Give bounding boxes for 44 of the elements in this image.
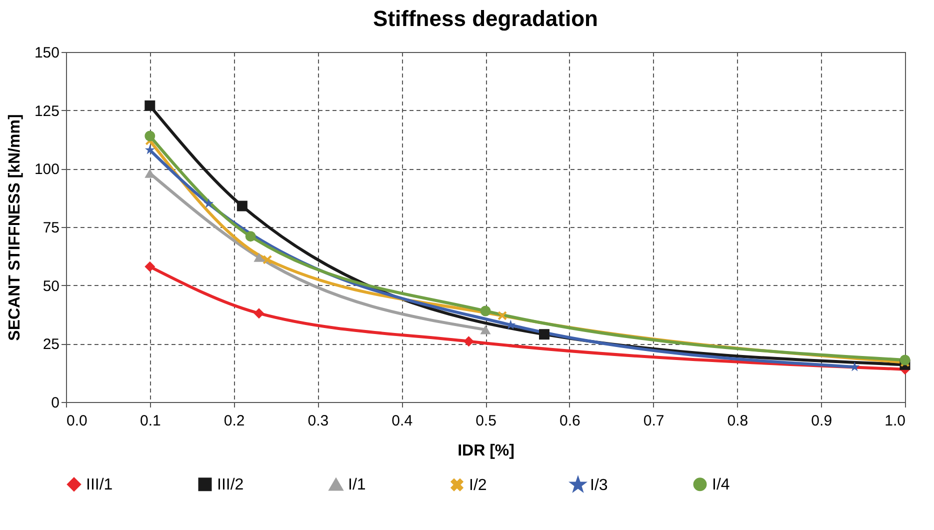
legend-label: I/2 [469, 476, 487, 494]
x-tick-label: 0.3 [308, 412, 329, 430]
y-tick-label: 100 [34, 161, 60, 178]
legend-label: III/1 [86, 476, 113, 494]
point [850, 362, 860, 372]
point [144, 144, 155, 154]
y-tick-label: 75 [42, 220, 60, 236]
x-axis-title: IDR [%] [458, 442, 514, 460]
point [262, 255, 272, 264]
x-tick-label: 0.5 [476, 412, 496, 430]
legend-label: I/1 [348, 476, 366, 494]
point [498, 311, 507, 320]
x-tick-label: 0.0 [66, 412, 88, 430]
point [236, 200, 248, 212]
legend-label: I/3 [590, 476, 608, 494]
y-axis-title: SECANT STIFFNESS [kN/mm] [6, 114, 24, 341]
point [144, 261, 156, 272]
point [254, 308, 264, 319]
point [144, 130, 156, 142]
point [144, 100, 156, 111]
x-tick-label: 0.9 [811, 412, 832, 430]
legend-label: I/4 [712, 476, 730, 494]
x-tick-label: 0.2 [224, 412, 245, 430]
point [900, 354, 910, 366]
x-tick-label: 1.0 [884, 412, 906, 430]
point [463, 336, 474, 347]
point [245, 231, 256, 242]
y-tick-label: 150 [34, 44, 60, 62]
y-tick-label: 50 [42, 278, 60, 295]
point [538, 329, 550, 340]
chart-title: Stiffness degradation [373, 6, 598, 31]
x-tick-label: 0.6 [559, 412, 580, 430]
y-tick-label: 0 [51, 394, 60, 412]
x-tick-label: 0.4 [392, 412, 413, 430]
y-tick-label: 125 [34, 102, 60, 120]
x-tick-label: 0.1 [140, 412, 161, 430]
point [480, 325, 491, 334]
point [480, 306, 491, 316]
point [204, 198, 214, 208]
x-tick-label: 0.7 [643, 412, 664, 430]
x-tick-label: 0.8 [727, 412, 748, 430]
y-tick-label: 25 [42, 336, 60, 354]
point [254, 252, 264, 262]
legend-label: III/2 [217, 476, 244, 494]
